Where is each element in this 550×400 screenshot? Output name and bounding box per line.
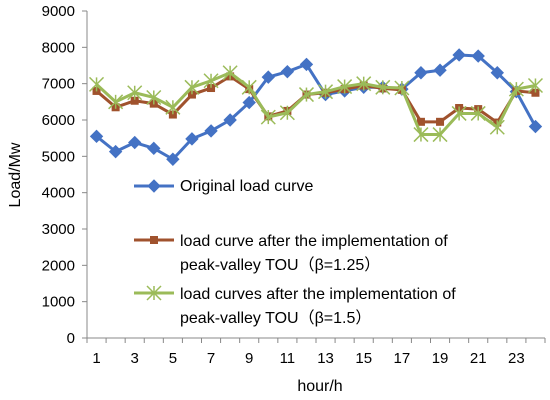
axes <box>82 10 546 343</box>
x-tick-label: 19 <box>432 350 449 367</box>
data-point <box>89 129 104 144</box>
data-point <box>375 79 391 95</box>
legend-label: peak-valley TOU（β=1.5） <box>180 309 371 327</box>
data-point <box>527 77 543 94</box>
series-3 <box>89 65 543 143</box>
data-point <box>89 76 105 92</box>
legend-marker <box>150 236 158 244</box>
data-point <box>528 119 543 134</box>
data-point <box>184 79 200 95</box>
y-tick-label: 2000 <box>42 257 75 274</box>
legend-label: load curves after the implementation of <box>180 286 456 303</box>
data-point <box>414 66 428 80</box>
data-point <box>471 49 485 63</box>
x-tick-label: 23 <box>508 350 525 367</box>
data-point <box>146 89 162 106</box>
data-point <box>413 127 429 143</box>
data-point <box>204 124 218 138</box>
data-point <box>147 141 161 156</box>
data-point <box>508 81 524 97</box>
data-point <box>451 105 467 121</box>
x-tick-label: 1 <box>92 350 100 367</box>
data-point <box>318 84 334 100</box>
series-layer <box>89 48 543 166</box>
x-tick-label: 7 <box>207 350 215 367</box>
x-tick-label: 9 <box>245 350 253 367</box>
legend-label: peak-valley TOU（β=1.25） <box>180 256 380 274</box>
data-point <box>108 94 124 110</box>
x-tick-label: 3 <box>131 350 139 367</box>
x-tick-label: 17 <box>394 350 411 367</box>
legend-label: Original load curve <box>180 178 314 195</box>
legend-background <box>128 172 540 330</box>
data-point <box>452 48 466 62</box>
y-tick-label: 4000 <box>42 185 75 202</box>
data-point <box>185 132 199 146</box>
y-tick-label: 9000 <box>42 3 75 20</box>
data-point <box>280 64 295 79</box>
data-point <box>299 57 314 72</box>
legend: Original load curve load curve after the … <box>128 172 540 330</box>
data-point <box>337 79 353 95</box>
data-point <box>470 105 486 121</box>
data-point <box>416 117 425 126</box>
series-line <box>95 71 536 137</box>
legend-entry: load curve after the implementation of pe… <box>134 233 448 274</box>
legend-entry: Original load curve <box>134 178 314 195</box>
data-point <box>127 85 143 101</box>
data-point <box>261 70 275 84</box>
y-tick-label: 8000 <box>42 39 75 56</box>
legend-entry: load curves after the implementation of p… <box>134 285 456 327</box>
data-point <box>260 109 276 125</box>
y-tick-label: 1000 <box>42 294 75 311</box>
data-point <box>222 65 238 81</box>
data-point <box>203 73 219 89</box>
data-point <box>433 63 447 77</box>
y-axis-title: Load/Mw <box>7 142 24 207</box>
data-point <box>223 113 237 127</box>
y-tick-label: 3000 <box>42 221 75 238</box>
x-tick-label: 13 <box>317 350 334 367</box>
data-point <box>394 80 410 96</box>
data-point <box>165 99 181 115</box>
legend-marker <box>147 179 161 193</box>
data-point <box>279 105 295 121</box>
data-point <box>166 152 180 166</box>
y-tick-label: 7000 <box>42 76 75 93</box>
x-tick-label: 11 <box>280 350 296 367</box>
legend-label: load curve after the implementation of <box>180 233 448 250</box>
y-tick-label: 0 <box>67 330 75 347</box>
data-point <box>356 76 372 92</box>
x-tick-label: 21 <box>470 350 487 367</box>
y-tick-label: 6000 <box>42 112 75 129</box>
data-point <box>128 135 142 150</box>
data-point <box>298 87 314 103</box>
data-point <box>242 95 256 110</box>
data-point <box>490 66 504 80</box>
y-tick-label: 5000 <box>42 148 75 165</box>
x-axis-title: hour/h <box>297 378 342 395</box>
x-tick-label: 5 <box>169 350 177 367</box>
data-point <box>241 79 257 95</box>
legend-marker <box>146 285 162 301</box>
data-point <box>436 117 445 126</box>
x-tick-label: 15 <box>355 350 372 367</box>
series-line <box>95 74 536 125</box>
data-point <box>489 119 505 135</box>
data-point <box>108 144 123 159</box>
data-point <box>432 127 448 143</box>
